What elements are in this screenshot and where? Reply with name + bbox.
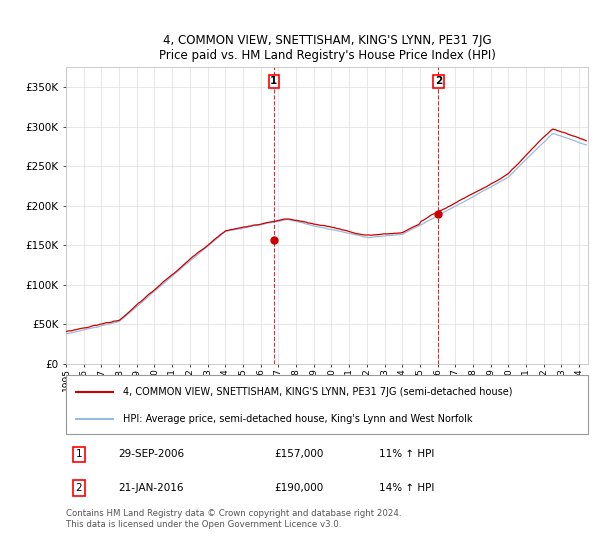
- Text: 21-JAN-2016: 21-JAN-2016: [118, 483, 184, 493]
- Text: Contains HM Land Registry data © Crown copyright and database right 2024.
This d: Contains HM Land Registry data © Crown c…: [66, 509, 401, 529]
- FancyBboxPatch shape: [66, 375, 588, 434]
- Text: 4, COMMON VIEW, SNETTISHAM, KING'S LYNN, PE31 7JG (semi-detached house): 4, COMMON VIEW, SNETTISHAM, KING'S LYNN,…: [124, 386, 513, 396]
- Text: 11% ↑ HPI: 11% ↑ HPI: [379, 450, 434, 459]
- Title: 4, COMMON VIEW, SNETTISHAM, KING'S LYNN, PE31 7JG
Price paid vs. HM Land Registr: 4, COMMON VIEW, SNETTISHAM, KING'S LYNN,…: [158, 34, 496, 62]
- Text: 1: 1: [76, 450, 82, 459]
- Text: HPI: Average price, semi-detached house, King's Lynn and West Norfolk: HPI: Average price, semi-detached house,…: [124, 414, 473, 424]
- Text: 2: 2: [76, 483, 82, 493]
- Text: 1: 1: [270, 76, 278, 86]
- Text: 2: 2: [435, 76, 442, 86]
- Text: £190,000: £190,000: [275, 483, 324, 493]
- Text: £157,000: £157,000: [275, 450, 324, 459]
- Text: 14% ↑ HPI: 14% ↑ HPI: [379, 483, 434, 493]
- Text: 29-SEP-2006: 29-SEP-2006: [118, 450, 184, 459]
